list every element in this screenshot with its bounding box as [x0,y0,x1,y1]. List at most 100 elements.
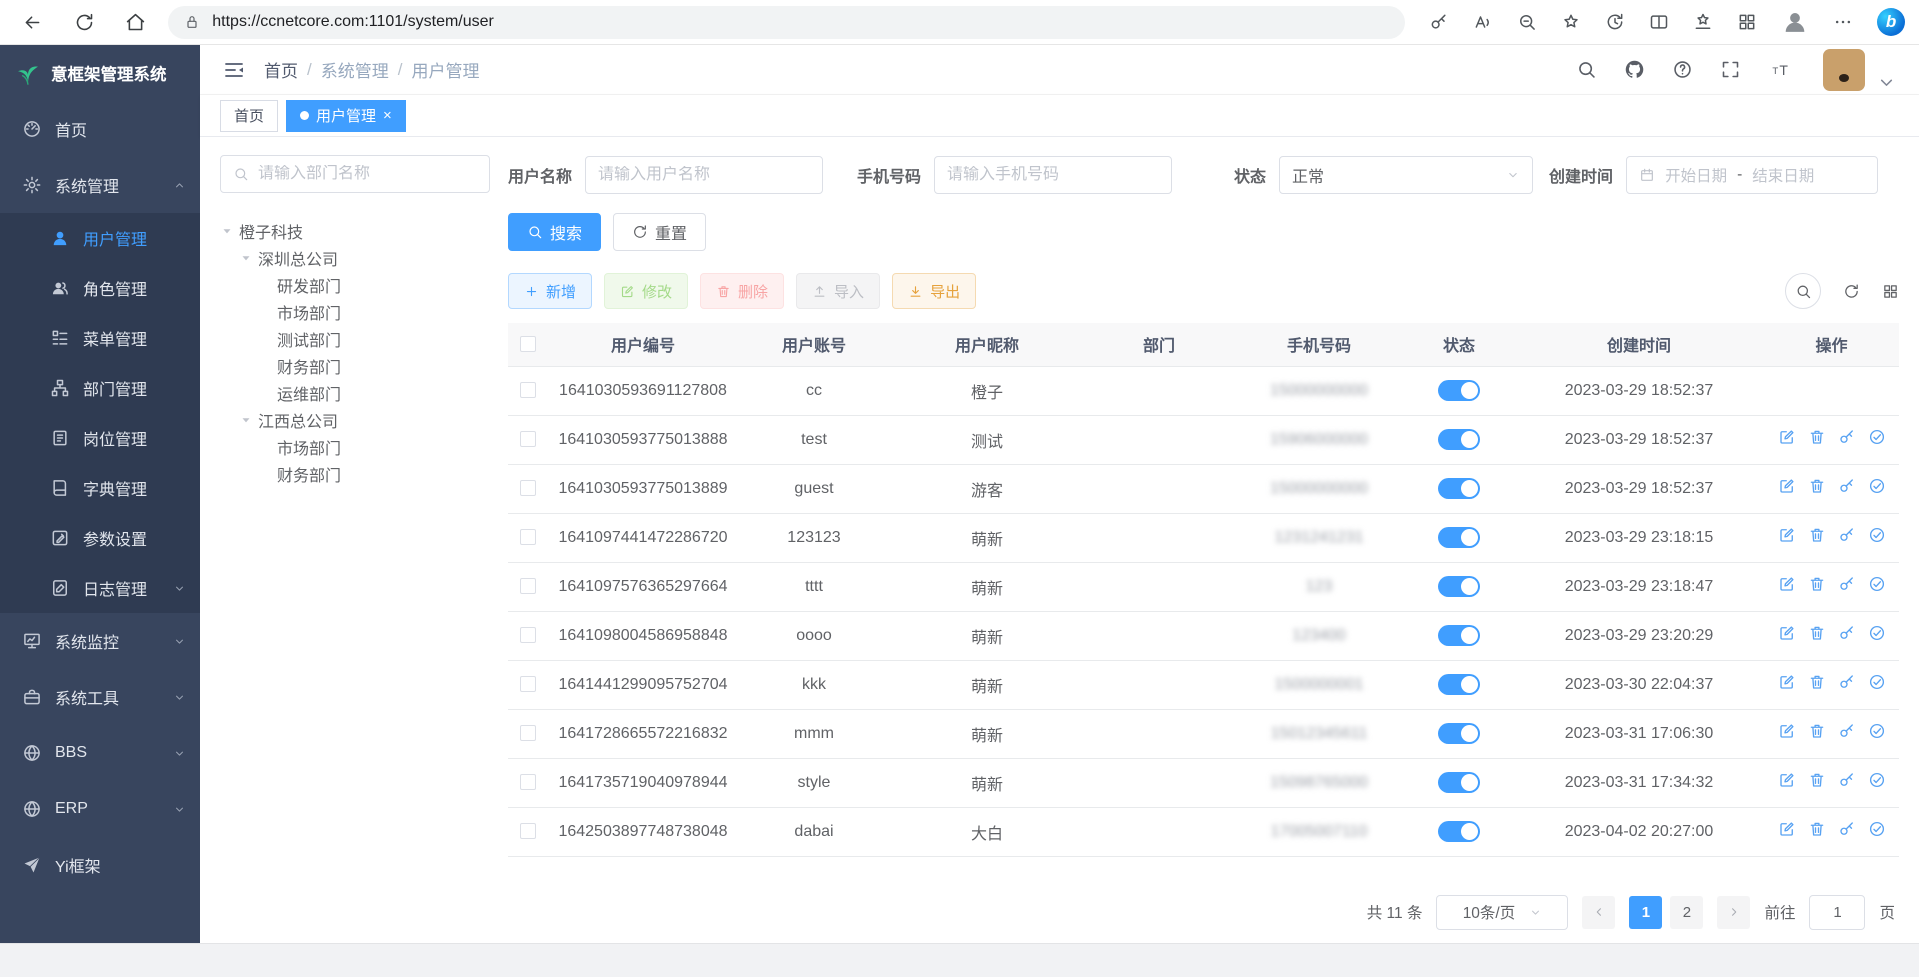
tree-node-2[interactable]: 研发部门 [277,278,342,296]
status-toggle[interactable] [1438,772,1480,793]
edit-user-icon[interactable] [1778,771,1796,789]
sidebar-item-14[interactable]: Yi框架 [0,837,200,893]
tree-node-7[interactable]: 江西总公司 [220,406,490,433]
status-toggle[interactable] [1438,429,1480,450]
sidebar-item-9[interactable]: 日志管理 [0,563,200,613]
goto-page-input[interactable] [1809,894,1866,930]
search-button[interactable]: 搜索 [508,213,602,251]
status-toggle[interactable] [1438,674,1480,695]
edit-user-icon[interactable] [1778,624,1796,642]
tab-close-icon[interactable]: × [383,107,392,124]
fav-bar-icon[interactable] [1693,12,1713,32]
tree-node-1[interactable]: 深圳总公司 [220,244,490,271]
row-checkbox[interactable] [520,529,536,546]
page-button-2[interactable]: 2 [1670,895,1704,929]
delete-user-icon[interactable] [1808,428,1826,446]
assign-role-icon[interactable] [1868,820,1886,838]
user-avatar[interactable] [1823,48,1865,91]
sidebar-item-6[interactable]: 岗位管理 [0,413,200,463]
row-checkbox[interactable] [520,823,536,840]
columns-grid-icon[interactable] [1882,283,1899,300]
row-checkbox[interactable] [520,627,536,644]
read-aloud-icon[interactable] [1473,12,1493,32]
sidebar-item-2[interactable]: 用户管理 [0,213,200,263]
breadcrumb-item-1[interactable]: 系统管理 [320,62,389,81]
browser-back-button[interactable] [14,4,51,40]
username-input[interactable] [598,166,811,184]
browser-refresh-button[interactable] [65,4,102,40]
next-page-button[interactable] [1717,895,1751,929]
assign-role-icon[interactable] [1868,575,1886,593]
copilot-icon[interactable]: b [1877,8,1906,36]
reset-password-icon[interactable] [1838,575,1856,593]
row-checkbox[interactable] [520,676,536,693]
page-button-1[interactable]: 1 [1629,895,1663,929]
delete-user-icon[interactable] [1808,771,1826,789]
sidebar-item-0[interactable]: 首页 [0,101,200,157]
row-checkbox[interactable] [520,725,536,742]
sidebar-item-5[interactable]: 部门管理 [0,363,200,413]
delete-user-icon[interactable] [1808,624,1826,642]
select-all-checkbox[interactable] [520,336,536,353]
reset-password-icon[interactable] [1838,722,1856,740]
avatar-caret-icon[interactable] [1876,72,1897,93]
address-bar[interactable]: https://ccnetcore.com:1101/system/user [168,5,1406,39]
sidebar-item-11[interactable]: 系统工具 [0,669,200,725]
status-toggle[interactable] [1438,625,1480,646]
toggle-search-button[interactable] [1785,273,1821,309]
delete-user-icon[interactable] [1808,526,1826,544]
tree-node-4[interactable]: 测试部门 [277,332,342,350]
export-button[interactable]: 导出 [892,273,977,309]
tree-node-5[interactable]: 财务部门 [277,359,342,377]
row-checkbox[interactable] [520,431,536,448]
dept-search-input[interactable] [258,165,477,183]
edit-user-icon[interactable] [1778,673,1796,691]
edit-user-icon[interactable] [1778,820,1796,838]
github-icon[interactable] [1624,59,1645,80]
reset-password-icon[interactable] [1838,624,1856,642]
tree-node-3[interactable]: 市场部门 [277,305,342,323]
help-icon[interactable] [1672,59,1693,80]
fullscreen-icon[interactable] [1720,59,1741,80]
reset-button[interactable]: 重置 [613,213,707,251]
sidebar-item-13[interactable]: ERP [0,781,200,837]
delete-user-icon[interactable] [1808,673,1826,691]
row-checkbox[interactable] [520,774,536,791]
delete-user-icon[interactable] [1808,820,1826,838]
edit-user-icon[interactable] [1778,526,1796,544]
status-toggle[interactable] [1438,576,1480,597]
dots-icon[interactable] [1833,12,1853,32]
refresh-table-icon[interactable] [1843,283,1860,300]
app-logo[interactable]: 意框架管理系统 [0,45,200,101]
sidebar-item-3[interactable]: 角色管理 [0,263,200,313]
search-icon[interactable] [1576,59,1597,80]
star-plus-icon[interactable] [1561,12,1581,32]
edit-user-icon[interactable] [1778,722,1796,740]
key-icon[interactable] [1429,12,1449,32]
add-button[interactable]: 新增 [508,273,593,309]
modify-button[interactable]: 修改 [604,273,689,309]
sidebar-item-1[interactable]: 系统管理 [0,157,200,213]
assign-role-icon[interactable] [1868,722,1886,740]
delete-button[interactable]: 删除 [700,273,785,309]
row-checkbox[interactable] [520,578,536,595]
edit-user-icon[interactable] [1778,575,1796,593]
assign-role-icon[interactable] [1868,428,1886,446]
person-icon[interactable] [1781,8,1809,36]
reset-password-icon[interactable] [1838,428,1856,446]
tree-node-6[interactable]: 运维部门 [277,386,342,404]
assign-role-icon[interactable] [1868,477,1886,495]
date-range-picker[interactable]: 开始日期 - 结束日期 [1626,156,1879,194]
sidebar-item-4[interactable]: 菜单管理 [0,313,200,363]
tree-node-9[interactable]: 财务部门 [277,467,342,485]
horizontal-scrollbar-track[interactable] [0,943,1919,977]
edit-user-icon[interactable] [1778,477,1796,495]
zoom-out-icon[interactable] [1517,12,1537,32]
reset-password-icon[interactable] [1838,771,1856,789]
sidebar-item-7[interactable]: 字典管理 [0,463,200,513]
page-size-select[interactable]: 10条/页 [1436,894,1569,930]
reset-password-icon[interactable] [1838,526,1856,544]
sidebar-item-12[interactable]: BBS [0,725,200,781]
sidebar-item-8[interactable]: 参数设置 [0,513,200,563]
